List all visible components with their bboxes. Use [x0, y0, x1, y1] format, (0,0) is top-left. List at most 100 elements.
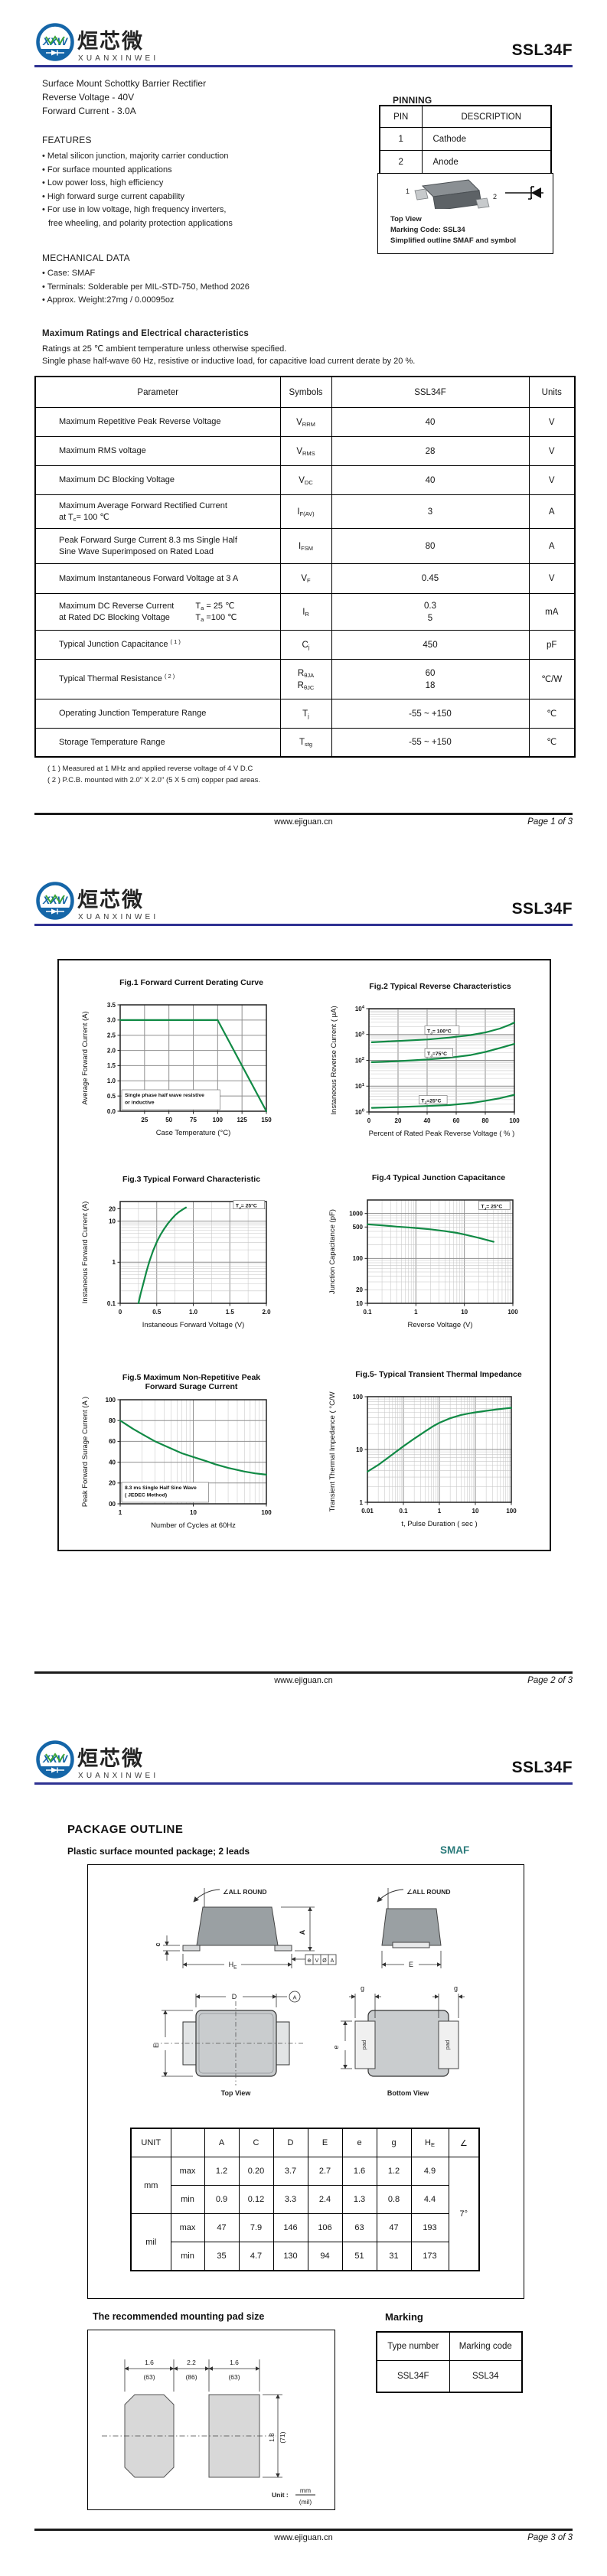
pad-label: pad: [444, 2040, 451, 2050]
marking-code: SSL34: [449, 2360, 523, 2393]
symbol-cell: IFSM: [279, 528, 332, 564]
dim-cell: 2.4: [307, 2185, 343, 2214]
svg-text:or inductive: or inductive: [125, 1101, 155, 1106]
dim-cell: 4.4: [410, 2185, 449, 2214]
footer-website-link[interactable]: www.ejiguan.cn: [274, 1676, 333, 1685]
mechanical-data-list: • Case: SMAF • Terminals: Solderable per…: [42, 267, 364, 308]
svg-text:104: 104: [355, 1006, 365, 1012]
pad-dim: 1.6: [230, 2359, 239, 2366]
chart-title: Fig.5 Maximum Non-Repetitive Peak Forward…: [122, 1373, 261, 1391]
smaf-package-and-diode-symbol-illustration: 1 2: [406, 179, 543, 211]
datum-circled-A: A: [292, 1994, 296, 2001]
datum-symbol: V: [315, 1958, 319, 1964]
table-row: 1 Cathode: [379, 127, 552, 151]
table-row: Typical Junction Capacitance ( 1 ) Cj 450 p…: [34, 630, 576, 660]
dim-cell: 1.6: [341, 2157, 377, 2186]
footer-divider: [34, 813, 573, 815]
parameter-cell: Maximum Repetitive Peak Reverse Voltage: [34, 407, 281, 437]
minmax-cell: max: [170, 2157, 205, 2186]
svg-text:10: 10: [356, 1446, 363, 1453]
svg-text:Transient Thermal Impedance (: Transient Thermal Impedance ( °C/W ): [328, 1391, 337, 1511]
svg-text:XUANXINWEI: XUANXINWEI: [78, 54, 158, 63]
header-divider: [34, 1782, 573, 1785]
datum-symbol: Ø: [322, 1958, 327, 1964]
value-cell: 0.3 5: [331, 593, 530, 631]
minmax-cell: min: [170, 2185, 205, 2214]
svg-text:80: 80: [482, 1117, 489, 1124]
svg-text:Instaneous Reverse Current ( µ: Instaneous Reverse Current ( µA): [330, 1006, 338, 1114]
pad-dim: (86): [185, 2373, 197, 2381]
value-cell: 28: [331, 436, 530, 466]
svg-text:TJ​= 100°C: TJ​= 100°C: [427, 1028, 452, 1035]
minmax-cell: max: [170, 2213, 205, 2242]
svg-text:100: 100: [355, 1109, 364, 1116]
value-cell: 3: [331, 494, 530, 529]
footer-website-link[interactable]: www.ejiguan.cn: [274, 2533, 333, 2542]
svg-text:100: 100: [509, 1117, 520, 1124]
dim-cell: 4.9: [410, 2157, 449, 2186]
mounting-pad-drawing: 1.6 (63) 2.2 (86) 1.6 (63) 1.8 (71) Unit…: [102, 2359, 315, 2506]
svg-text:50: 50: [165, 1117, 172, 1123]
list-item: • Case: SMAF: [42, 269, 96, 278]
svg-text:烜芯微: 烜芯微: [77, 889, 144, 911]
symbol-cell: IR: [279, 593, 332, 631]
table-row: min 0.9 0.12 3.3 2.4 1.3 0.8 4.4: [131, 2185, 479, 2214]
symbol-cell: VF: [279, 563, 332, 594]
header-divider: [34, 924, 573, 926]
dim-header: D: [272, 2128, 308, 2157]
dim-cell: 47: [376, 2213, 412, 2242]
unit-denominator: (mil): [299, 2498, 312, 2506]
page-title-part-number: SSL34F: [511, 1759, 573, 1776]
svg-text:Average Forward Current (A): Average Forward Current (A): [81, 1011, 90, 1104]
svg-text:2.5: 2.5: [107, 1032, 116, 1039]
marking-header-type: Type number: [376, 2331, 450, 2361]
symbol-cell: VRMS: [279, 436, 332, 466]
table-row: mm max 1.2 0.20 3.7 2.7 1.6 1.2 4.9 7°: [130, 2157, 480, 2271]
dim-cell: 1.3: [341, 2185, 377, 2214]
parameter-cell: Maximum DC Reverse Current at Rated DC Bl…: [34, 593, 281, 631]
svg-text:烜芯微: 烜芯微: [77, 1747, 144, 1770]
features-title: FEATURES: [42, 135, 92, 145]
svg-text:500: 500: [353, 1224, 364, 1231]
svg-text:80: 80: [109, 1417, 116, 1424]
svg-text:40: 40: [424, 1117, 431, 1124]
angle-cell: 7°: [448, 2157, 480, 2271]
pinning-table: PIN DESCRIPTION 1 Cathode 2 Anode: [379, 105, 552, 174]
ratings-condition: Ratings at 25 ℃ ambient temperature unle…: [42, 344, 287, 354]
chart-fig1: Fig.1 Forward Current Derating Curve 25 50…: [77, 978, 306, 1149]
ratings-header-value: SSL34F: [331, 376, 530, 408]
parameter-cell: Typical Thermal Resistance ( 2 ): [34, 659, 281, 699]
list-item: • Terminals: Solderable per MIL-STD-750,…: [42, 282, 250, 292]
all-round-label: ∠ALL ROUND: [406, 1888, 451, 1896]
unit-group-cell: mm: [130, 2157, 171, 2214]
symbol-cell: RθJA RθJC: [279, 659, 332, 699]
chart-title: Fig.5- Typical Transient Thermal Impedan…: [355, 1370, 522, 1379]
dim-cell: 51: [341, 2242, 377, 2271]
value-cell: 80: [331, 528, 530, 564]
dim-cell: 0.20: [238, 2157, 274, 2186]
dim-header: A: [204, 2128, 240, 2157]
all-round-label: ∠ALL ROUND: [223, 1888, 267, 1896]
maximum-ratings-table: Parameter Symbols SSL34F Units Maximum R…: [34, 376, 576, 758]
dim-cell: 146: [272, 2213, 308, 2242]
svg-text:TJ​=75°C: TJ​=75°C: [427, 1051, 447, 1058]
dim-header: C: [238, 2128, 274, 2157]
dim-header: e: [341, 2128, 377, 2157]
table-row: mil max 47 7.9 146 106 63 47 193: [130, 2213, 479, 2271]
chart-plot: 0 0.5 1.0 1.5 2.0 0.1 1 10 20 Instaneous Forward …: [81, 1200, 271, 1329]
svg-text:100: 100: [213, 1117, 224, 1123]
dim-cell: 130: [272, 2242, 308, 2271]
package-caption: Simplified outline SMAF and symbol: [390, 236, 517, 245]
value-cell: 450: [331, 630, 530, 660]
svg-text:1.0: 1.0: [189, 1309, 198, 1316]
dim-E-label: E: [409, 1961, 413, 1968]
svg-text:100: 100: [506, 1508, 517, 1515]
unit-cell: V: [528, 465, 576, 495]
mechanical-data-title: MECHANICAL DATA: [42, 253, 130, 263]
svg-text:XXW: XXW: [42, 1753, 69, 1765]
dim-header: [170, 2128, 205, 2157]
marking-type-number: SSL34F: [376, 2360, 450, 2393]
pad-dim: (63): [143, 2373, 155, 2381]
footer-website-link[interactable]: www.ejiguan.cn: [274, 817, 333, 827]
